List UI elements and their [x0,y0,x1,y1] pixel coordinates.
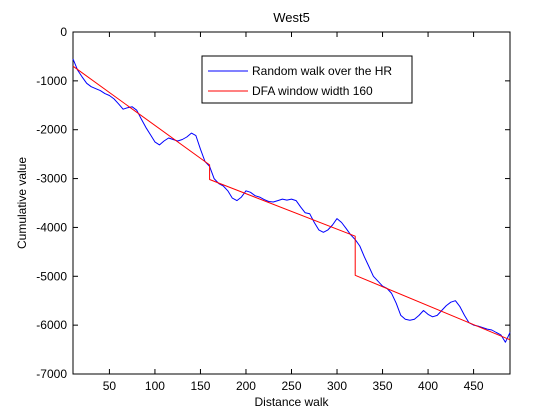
x-tick-label: 350 [373,379,393,393]
legend-entry-random-walk: Random walk over the HR [252,64,392,78]
chart-title: West5 [273,10,310,25]
y-tick-label: -3000 [36,172,67,186]
x-tick-label: 150 [190,379,210,393]
x-tick-label: 200 [236,379,256,393]
x-axis-label: Distance walk [254,395,329,409]
x-tick-label: 450 [464,379,484,393]
x-tick-label: 100 [145,379,165,393]
legend-box [201,55,413,104]
y-tick-label: -7000 [36,367,67,381]
y-axis-label: Cumulative value [15,157,29,249]
y-tick-label: -5000 [36,269,67,283]
y-tick-label: 0 [60,25,67,39]
x-tick-label: 400 [418,379,438,393]
x-tick-label: 300 [327,379,347,393]
plot-series [72,58,511,343]
legend-entry-dfa-window: DFA window width 160 [252,84,373,98]
series-dfa-window-line [72,65,511,341]
x-tick-label: 250 [281,379,301,393]
y-tick-label: -1000 [36,74,67,88]
legend: Random walk over the HR DFA window width… [201,55,413,104]
y-tick-label: -6000 [36,318,67,332]
axis-ticks: 50 100 150 200 250 300 350 400 450 0 -1000 -2000 -30… [36,25,510,393]
y-tick-label: -2000 [36,123,67,137]
y-tick-label: -4000 [36,220,67,234]
series-random-walk-line [72,58,511,343]
x-tick-label: 50 [103,379,117,393]
